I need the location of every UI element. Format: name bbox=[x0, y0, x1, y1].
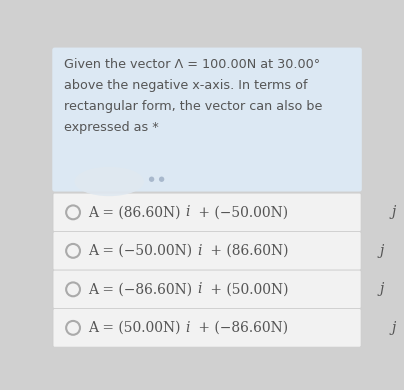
Text: expressed as *: expressed as * bbox=[64, 121, 159, 134]
Text: + (−86.60N): + (−86.60N) bbox=[194, 321, 293, 335]
Text: rectangular form, the vector can also be: rectangular form, the vector can also be bbox=[64, 100, 322, 113]
FancyBboxPatch shape bbox=[53, 308, 361, 347]
Text: A = (86.60N): A = (86.60N) bbox=[88, 206, 185, 219]
Circle shape bbox=[149, 177, 154, 182]
Text: above the negative x-axis. In terms of: above the negative x-axis. In terms of bbox=[64, 79, 307, 92]
Text: + (86.60N): + (86.60N) bbox=[206, 244, 293, 258]
Text: j: j bbox=[391, 206, 396, 219]
Text: + (−50.00N): + (−50.00N) bbox=[194, 206, 293, 219]
Ellipse shape bbox=[75, 167, 144, 196]
Text: A = (50.00N): A = (50.00N) bbox=[88, 321, 185, 335]
Text: i: i bbox=[185, 206, 190, 219]
FancyBboxPatch shape bbox=[52, 48, 362, 191]
Circle shape bbox=[159, 177, 164, 182]
Text: j: j bbox=[391, 321, 396, 335]
Text: j: j bbox=[380, 244, 384, 258]
Text: i: i bbox=[185, 321, 190, 335]
Text: Given the vector Λ = 100.00N at 30.00°: Given the vector Λ = 100.00N at 30.00° bbox=[64, 58, 320, 71]
Text: i: i bbox=[197, 244, 202, 258]
FancyBboxPatch shape bbox=[53, 232, 361, 270]
Text: i: i bbox=[197, 282, 202, 296]
Text: A = (−86.60N): A = (−86.60N) bbox=[88, 282, 197, 296]
FancyBboxPatch shape bbox=[53, 270, 361, 308]
Text: A = (−50.00N): A = (−50.00N) bbox=[88, 244, 197, 258]
FancyBboxPatch shape bbox=[53, 193, 361, 232]
Text: + (50.00N): + (50.00N) bbox=[206, 282, 293, 296]
Text: j: j bbox=[380, 282, 384, 296]
